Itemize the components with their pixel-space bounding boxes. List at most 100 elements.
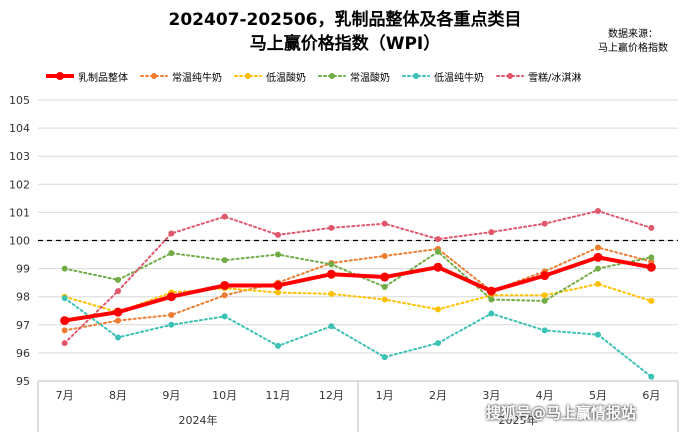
x-year-label: 2025年 [499,413,538,427]
legend-label: 低温酸奶 [266,72,306,84]
data-point [115,288,121,295]
x-tick-label: 5月 [589,389,607,402]
series-group [61,281,655,316]
data-point [61,340,68,347]
data-point [433,262,443,272]
data-point [61,327,68,334]
data-point [61,295,68,302]
data-point [435,306,441,313]
data-point [221,257,228,264]
data-point [221,313,228,320]
y-tick-label: 101 [9,206,30,219]
data-point [273,280,283,290]
data-point [435,236,441,243]
series-group [61,207,655,347]
legend-label: 低温纯牛奶 [434,72,484,84]
data-point [115,276,121,283]
x-tick-label: 10月 [212,389,237,402]
chart-title-line1: 202407-202506，乳制品整体及各重点类目 [168,10,522,30]
legend-label: 常温酸奶 [350,72,390,84]
y-tick-label: 102 [9,178,30,191]
legend-item: 常温纯牛奶 [140,69,222,84]
data-point [115,317,121,324]
legend-item: 低温酸奶 [234,69,306,84]
y-tick-label: 104 [9,122,30,135]
data-point [648,254,655,261]
chart-title-line2: 马上赢价格指数（WPI） [249,34,441,54]
data-point [168,250,175,257]
data-point [435,340,441,347]
x-tick-label: 2月 [429,389,447,402]
y-tick-label: 97 [16,319,30,332]
data-point [595,207,601,214]
legend-swatch [234,73,262,79]
data-point [648,224,655,231]
x-tick-label: 6月 [642,389,660,402]
data-point [115,334,121,341]
series-group [61,295,655,380]
data-source-label: 数据来源： [608,29,658,40]
data-point [381,220,388,227]
data-point [435,248,441,255]
y-tick-label: 95 [16,375,30,388]
y-tick-label: 98 [16,291,30,304]
data-point [275,231,281,238]
data-point [328,323,335,330]
data-point [488,296,495,303]
x-tick-label: 3月 [482,389,500,402]
data-point [488,310,495,317]
data-point [168,230,175,237]
data-point [646,262,656,272]
data-point [648,297,655,304]
chart-title: 202407-202506，乳制品整体及各重点类目 马上赢价格指数（WPI） [0,8,690,56]
x-tick-label: 4月 [536,389,554,402]
x-tick-label: 7月 [56,389,74,402]
data-point [381,283,388,290]
data-point [595,281,601,288]
data-point [595,331,601,338]
legend-item: 低温纯牛奶 [402,69,484,84]
series-line [63,209,653,345]
data-point [328,290,335,297]
data-source-value: 马上赢价格指数 [598,43,668,54]
legend-label: 雪糕/冰淇淋 [528,72,582,84]
data-point [381,252,388,259]
legend-item: 雪糕/冰淇淋 [496,69,581,84]
series-line [62,255,654,323]
data-point [595,244,601,251]
legend-swatch [318,73,346,79]
legend-item: 乳制品整体 [46,69,128,84]
gridlines [38,99,678,382]
data-point [328,224,335,231]
x-tick-label: 8月 [109,389,127,402]
data-point [61,265,68,272]
data-source-note: 数据来源： 马上赢价格指数 [578,28,688,56]
series-line [63,297,653,378]
data-point [168,321,175,328]
data-point [541,292,548,299]
data-point [593,252,603,262]
data-point [486,286,496,296]
data-point [113,307,123,317]
data-point [541,327,548,334]
data-point [381,354,388,361]
data-point [541,297,548,304]
y-tick-label: 100 [9,235,30,248]
data-point [221,213,228,220]
data-point [275,342,281,349]
data-point [381,296,388,303]
y-tick-label: 103 [9,150,30,163]
data-point [648,373,655,380]
legend-item: 常温酸奶 [318,69,390,84]
legend-swatch [496,73,524,79]
y-tick-label: 105 [9,94,30,107]
data-point [168,311,175,318]
y-tick-label: 99 [16,263,30,276]
x-year-label: 2024年 [179,413,218,427]
axes: 95 96 97 98 99 100 101 102 103 104 105 7月 8月 9月 10月 11月… [9,94,679,432]
series-group [60,252,656,326]
x-tick-label: 11月 [266,389,291,402]
data-point [166,292,176,302]
legend-swatch [402,73,430,79]
chart-legend: 乳制品整体 常温纯牛奶 低温酸奶 常温酸奶 低温纯牛奶 雪糕/冰淇淋 [46,68,593,84]
